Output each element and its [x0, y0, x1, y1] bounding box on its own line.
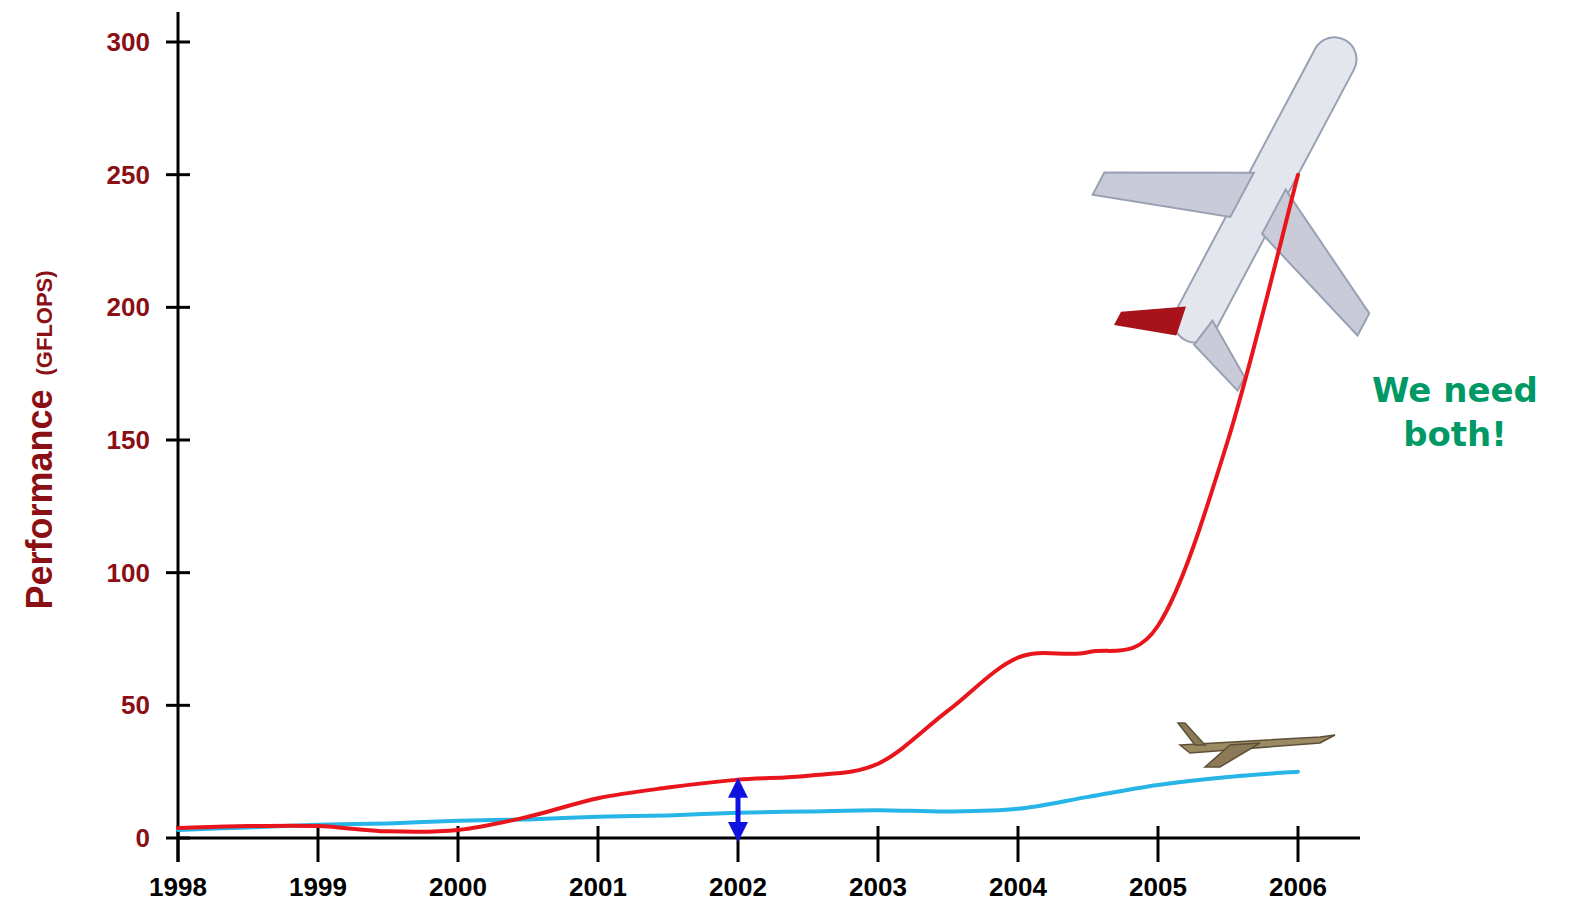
x-tick: [1157, 826, 1160, 862]
y-tick-label: 250: [107, 160, 150, 190]
y-tick-label: 100: [107, 558, 150, 588]
y-tick-label: 0: [136, 823, 150, 853]
y-tick-label: 300: [107, 27, 150, 57]
x-tick: [1017, 826, 1020, 862]
x-tick: [597, 826, 600, 862]
x-tick-label: 2006: [1269, 872, 1327, 902]
x-tick-label: 2000: [429, 872, 487, 902]
x-tick-label: 2001: [569, 872, 627, 902]
y-axis-line: [177, 12, 180, 862]
series-line: [178, 175, 1298, 832]
y-axis-title: Performance(GFLOPS): [19, 270, 60, 609]
y-tick-label: 150: [107, 425, 150, 455]
x-tick: [1297, 826, 1300, 862]
fighter-picture: [1178, 723, 1335, 767]
chart-root: 0 50 100 150 200 250 300 1998 1999 2000 2001 2002 20…: [0, 0, 1588, 916]
y-tick: [166, 704, 190, 707]
y-tick-label: 200: [107, 292, 150, 322]
y-tick: [166, 41, 190, 44]
airliner-picture: [1043, 0, 1477, 428]
y-tick: [166, 439, 190, 442]
gap-arrow: [736, 788, 741, 832]
y-tick: [166, 571, 190, 574]
x-tick-label: 1998: [149, 872, 207, 902]
x-tick-label: 2004: [989, 872, 1047, 902]
x-tick: [317, 826, 320, 862]
annotation: We needboth!: [1372, 370, 1538, 454]
x-tick-label: 1999: [289, 872, 347, 902]
x-tick-label: 2002: [709, 872, 767, 902]
x-tick: [877, 826, 880, 862]
y-tick: [166, 173, 190, 176]
x-tick-label: 2003: [849, 872, 907, 902]
x-tick-label: 2005: [1129, 872, 1187, 902]
chart-svg: 0 50 100 150 200 250 300 1998 1999 2000 2001 2002 20…: [0, 0, 1588, 916]
x-axis-line: [178, 837, 1360, 840]
y-tick-label: 50: [121, 690, 150, 720]
y-tick: [166, 306, 190, 309]
plot-area: [178, 175, 1298, 832]
